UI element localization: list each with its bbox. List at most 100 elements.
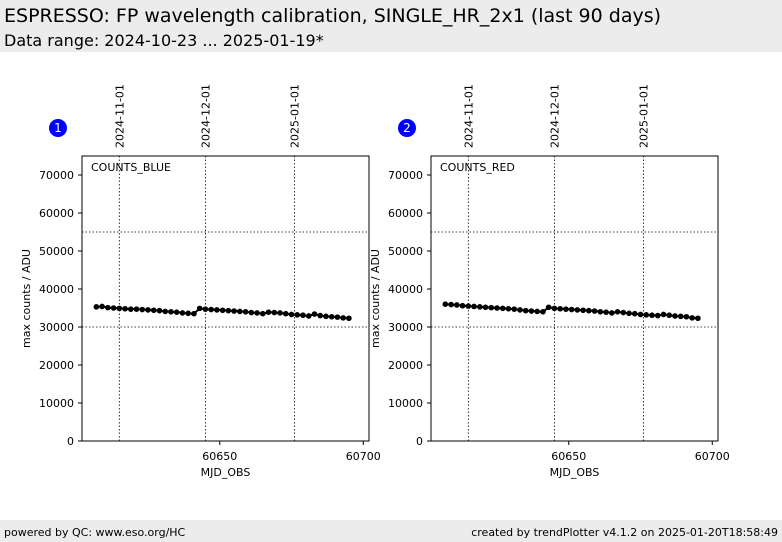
panel-number-badge <box>49 119 67 137</box>
data-point <box>116 305 123 312</box>
data-point <box>695 315 701 322</box>
plot-frame <box>430 155 719 442</box>
data-point <box>145 307 151 313</box>
data-point <box>683 313 690 320</box>
data-point <box>603 309 609 315</box>
data-point <box>586 307 592 314</box>
y-tick-label: 10000 <box>388 397 423 410</box>
data-point <box>242 309 249 315</box>
footer-bar: powered by QC: www.eso.org/HC created by… <box>0 520 782 542</box>
y-axis-label: max counts / ADU <box>20 249 33 348</box>
data-point <box>540 309 546 315</box>
data-point <box>179 310 186 316</box>
data-point <box>271 309 278 316</box>
chart-panel-2: 2024-11-01 2024-12-01 2025-01-01 0 10000 2000… <box>369 84 730 479</box>
data-point <box>328 313 335 320</box>
data-point <box>459 302 466 309</box>
data-point <box>305 313 312 319</box>
data-point <box>191 310 197 317</box>
panel-number-text: 1 <box>54 121 62 135</box>
data-point <box>196 305 203 312</box>
data-point <box>511 306 518 312</box>
data-point <box>162 308 169 315</box>
page-title: ESPRESSO: FP wavelength calibration, SIN… <box>4 5 662 27</box>
data-point <box>133 306 140 312</box>
y-tick-label: 10000 <box>39 397 74 410</box>
data-point <box>110 305 117 311</box>
data-point <box>260 310 266 317</box>
data-point <box>168 309 174 315</box>
data-point <box>185 310 191 317</box>
y-tick-label: 70000 <box>39 169 74 182</box>
data-point <box>522 307 529 314</box>
data-point <box>465 303 472 309</box>
data-point <box>173 309 180 315</box>
data-point <box>323 313 329 320</box>
data-point <box>597 309 604 315</box>
x-tick-label: 60700 <box>346 450 381 463</box>
data-point <box>122 305 128 312</box>
data-point <box>127 306 134 312</box>
data-point <box>666 312 673 319</box>
data-point <box>534 308 540 315</box>
data-point <box>219 307 226 314</box>
data-point <box>471 303 477 310</box>
plot-frame <box>81 155 370 442</box>
y-tick-label: 70000 <box>388 169 423 182</box>
x-tick-label: 60650 <box>551 450 586 463</box>
header-bar: ESPRESSO: FP wavelength calibration, SIN… <box>0 0 782 52</box>
data-point <box>677 313 684 320</box>
data-point <box>288 311 295 318</box>
date-label: 2024-11-01 <box>113 84 126 148</box>
data-point <box>563 306 569 312</box>
data-point <box>277 310 283 316</box>
data-point <box>254 310 260 316</box>
y-tick-label: 20000 <box>388 359 423 372</box>
data-point <box>568 306 575 313</box>
data-point <box>482 304 489 311</box>
data-point <box>660 311 667 318</box>
y-tick-label: 40000 <box>388 283 423 296</box>
y-tick-label: 60000 <box>388 207 423 220</box>
data-point <box>689 315 695 321</box>
date-label: 2024-12-01 <box>548 84 561 148</box>
data-point <box>609 310 615 316</box>
x-axis-label: MJD_OBS <box>201 466 251 479</box>
data-point <box>499 305 506 312</box>
data-point <box>231 308 237 314</box>
data-point <box>448 301 454 308</box>
panel-label: COUNTS_BLUE <box>91 161 171 174</box>
data-range-subtitle: Data range: 2024-10-23 ... 2025-01-19* <box>4 31 324 50</box>
date-label: 2024-11-01 <box>462 84 475 148</box>
data-point <box>214 307 220 313</box>
y-tick-label: 30000 <box>39 321 74 334</box>
data-point <box>649 312 655 319</box>
panel-number-badge <box>398 119 416 137</box>
date-label: 2025-01-01 <box>637 84 650 148</box>
data-point <box>672 313 678 319</box>
data-point <box>139 306 146 313</box>
data-point <box>494 305 500 311</box>
data-point <box>637 311 644 318</box>
data-point <box>346 315 352 322</box>
data-point <box>93 304 100 310</box>
data-point <box>99 303 105 310</box>
data-point <box>150 307 157 314</box>
data-point <box>317 312 324 319</box>
data-point <box>626 310 632 317</box>
y-tick-label: 40000 <box>39 283 74 296</box>
data-point <box>454 302 460 308</box>
data-point <box>248 309 255 316</box>
data-point <box>557 305 563 312</box>
date-label: 2025-01-01 <box>288 84 301 148</box>
y-tick-label: 50000 <box>39 245 74 258</box>
data-point <box>208 306 214 313</box>
y-tick-label: 50000 <box>388 245 423 258</box>
x-tick-label: 60650 <box>202 450 237 463</box>
data-point <box>105 304 111 311</box>
data-point <box>311 311 318 317</box>
data-point <box>237 308 243 315</box>
data-point <box>631 310 638 317</box>
data-point <box>528 308 535 314</box>
